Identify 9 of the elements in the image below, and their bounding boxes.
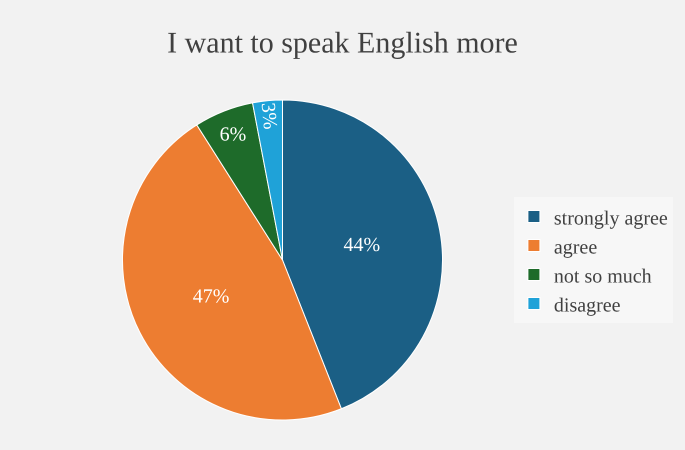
data-label: 44% — [343, 234, 380, 256]
legend-label: not so much — [554, 265, 652, 288]
data-label: 47% — [192, 285, 230, 308]
data-label: 6% — [220, 124, 246, 146]
legend-label: strongly agree — [554, 207, 668, 230]
legend-label: agree — [554, 236, 598, 258]
legend-label: disagree — [554, 294, 621, 316]
data-label: 3% — [256, 102, 282, 130]
chart-title: I want to speak English more — [167, 26, 518, 60]
